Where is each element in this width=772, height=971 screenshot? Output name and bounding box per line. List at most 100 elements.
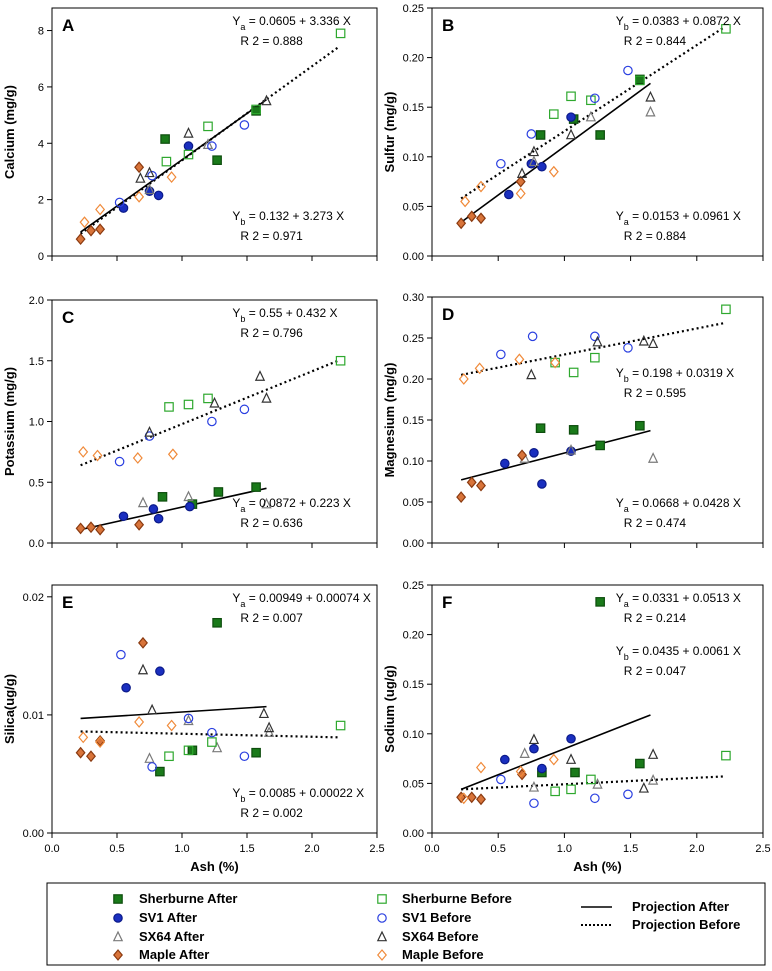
point-maple-before (92, 449, 103, 462)
point-sx64-after (144, 183, 155, 195)
point-maple-after (75, 746, 86, 759)
eq-expression: = 0.0668 + 0.0428 X (629, 496, 741, 510)
eq-y: Y (616, 644, 624, 658)
y-tick-label: 1.0 (29, 417, 44, 429)
point-sher-after (160, 134, 170, 144)
regression-equation: Ya = 0.0331 + 0.0513 X (616, 591, 741, 609)
y-tick-label: 0.15 (403, 415, 424, 427)
point-sv1-after (537, 763, 547, 774)
panel-a: 0 2 4 6 8 Calcium (mg/g) A Ya = 0.0605 + 3.336 … (2, 7, 378, 263)
point-sher-after (595, 440, 605, 451)
point-sher-before (203, 121, 213, 132)
regression-equation: Yb = 0.198 + 0.0319 X (616, 366, 734, 384)
panel-b: 0.00 0.05 0.10 0.15 0.20 0.25 Sulfur (mg/g) B Yb… (382, 3, 764, 263)
r-squared: R 2 = 0.844 (624, 34, 687, 48)
r-squared: R 2 = 0.636 (240, 516, 303, 530)
point-sher-after (535, 423, 546, 433)
r-squared: R 2 = 0.971 (240, 229, 303, 243)
point-sx64-before (258, 707, 270, 719)
eq-subscript: b (240, 314, 245, 324)
x-tick-label: 0.5 (491, 843, 506, 855)
point-maple-after (95, 734, 106, 747)
point-sx64-before (526, 368, 537, 380)
point-sx64-before (144, 426, 155, 437)
regression-equation: Yb = 0.0383 + 0.0872 X (616, 14, 741, 32)
y-tick-label: 0.00 (403, 538, 424, 550)
projection-before-line (461, 775, 724, 791)
point-maple-before (514, 353, 525, 366)
x-axis-label: Ash (%) (573, 859, 621, 874)
point-sher-after (157, 492, 168, 502)
series-sher-before (550, 750, 731, 797)
series-maple-before (78, 445, 178, 464)
eq-expression: = 0.0383 + 0.0872 X (629, 14, 741, 28)
point-sv1-before (526, 129, 537, 139)
point-sher-after (212, 617, 222, 628)
point-sv1-before (183, 713, 194, 724)
panel-letter: D (442, 305, 454, 324)
legend: Sherburne After SV1 After SX64 After Maple … (46, 882, 766, 966)
point-maple-after (95, 523, 106, 536)
panel-letter: E (62, 593, 73, 612)
legend-marker-maple-before (377, 949, 387, 961)
eq-subscript: a (624, 599, 629, 609)
point-maple-after (134, 518, 145, 531)
point-sher-after (155, 766, 165, 777)
x-tick-label: 0.0 (424, 843, 439, 855)
point-maple-after (134, 161, 145, 174)
eq-subscript: b (624, 22, 629, 32)
point-sher-after (535, 130, 546, 140)
x-tick-label: 2.0 (689, 843, 704, 855)
legend-label: SX64 Before (402, 929, 479, 944)
point-sher-before (721, 24, 731, 34)
point-maple-before (476, 180, 486, 193)
point-sx64-before (565, 128, 577, 140)
plot-frame (431, 7, 764, 257)
point-sv1-after (185, 501, 195, 512)
point-sv1-before (496, 774, 506, 785)
point-sx64-before (647, 748, 659, 759)
eq-subscript: b (624, 374, 629, 384)
y-axis-label: Calcium (mg/g) (2, 85, 17, 179)
point-sv1-after (526, 158, 537, 169)
y-tick-label: 0.10 (403, 152, 424, 164)
series-sv1-after (121, 666, 165, 693)
eq-expression: = 0.198 + 0.0319 X (629, 366, 734, 380)
series-sher-before (164, 355, 346, 412)
eq-subscript: b (624, 652, 629, 662)
point-sx64-after (645, 105, 656, 117)
eq-expression: = 0.0085 + 0.00022 X (245, 786, 364, 800)
point-maple-before (476, 761, 486, 774)
point-maple-after (466, 791, 477, 804)
y-tick-label: 0.05 (403, 201, 424, 213)
projection-after-line (460, 82, 651, 223)
point-sx64-before (135, 172, 146, 183)
r-squared: R 2 = 0.884 (624, 229, 687, 243)
point-sx64-after (647, 774, 659, 785)
point-maple-before (166, 171, 177, 184)
series-sv1-after (500, 733, 576, 774)
legend-label: Sherburne After (139, 891, 237, 906)
eq-expression: = 0.0331 + 0.0513 X (629, 591, 741, 605)
legend-label: Sherburne Before (402, 891, 512, 906)
point-sx64-before (565, 753, 577, 764)
point-sv1-after (566, 112, 576, 122)
eq-y: Y (232, 14, 240, 28)
y-tick-label: 0.01 (23, 710, 44, 722)
point-sher-after (568, 425, 579, 435)
series-maple-before (78, 716, 177, 748)
panel-d: 0.00 0.05 0.10 0.15 0.20 0.25 0.30 Magnesium (m… (382, 292, 764, 550)
legend-label: Maple After (139, 947, 209, 962)
point-sher-before (335, 28, 346, 39)
r-squared: R 2 = 0.002 (240, 806, 303, 820)
panel-c: 0.0 0.5 1.0 1.5 2.0 Potassium (mg/g) C Yb = 0.5… (2, 295, 378, 550)
x-tick-label: 1.0 (557, 843, 572, 855)
eq-expression: = 0.0153 + 0.0961 X (629, 209, 741, 223)
y-tick-label: 0.10 (403, 729, 424, 741)
point-sher-before (566, 784, 576, 795)
eq-expression: = 0.132 + 3.273 X (245, 209, 344, 223)
point-sher-before (183, 745, 194, 756)
point-sv1-after (183, 141, 194, 151)
point-sher-after (595, 597, 605, 607)
projection-after-line (460, 429, 651, 481)
